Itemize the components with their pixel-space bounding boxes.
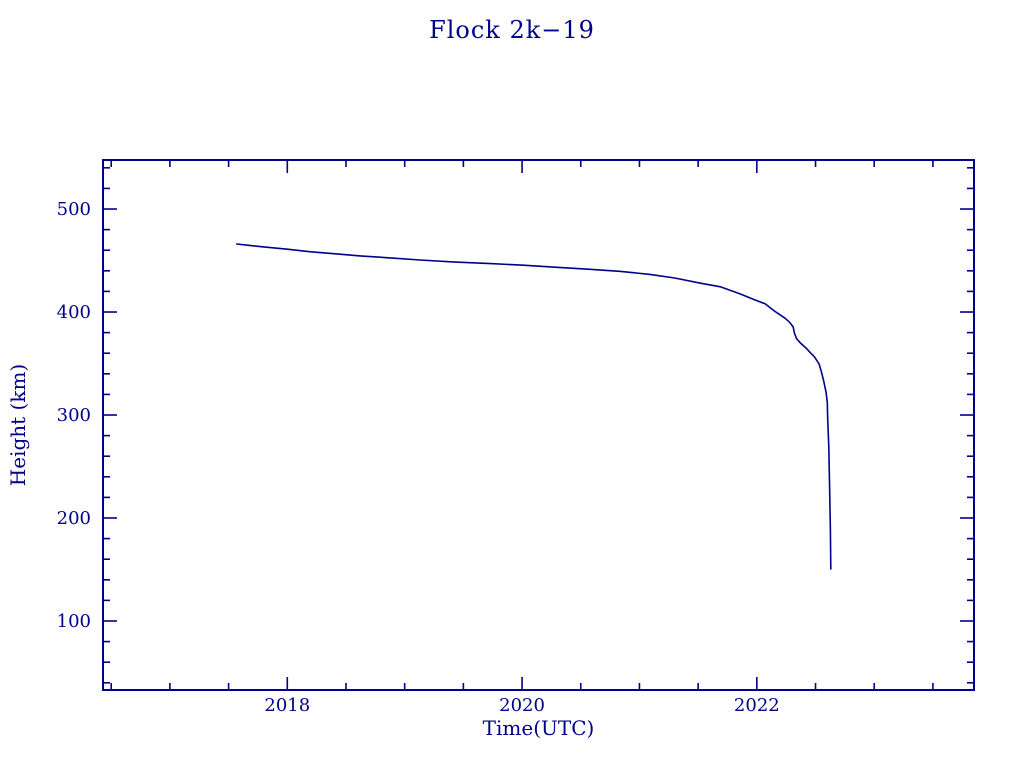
x-axis-title: Time(UTC) [482,716,595,740]
x-tick-label: 2020 [499,695,545,716]
y-tick-label: 200 [57,508,91,529]
y-tick-label: 400 [57,302,91,323]
y-tick-label: 300 [57,405,91,426]
plot-frame [102,159,975,691]
y-tick-label: 100 [57,611,91,632]
chart-title: Flock 2k−19 [429,16,595,44]
x-tick-label: 2022 [734,695,780,716]
y-tick-label: 500 [57,199,91,220]
decay-curve [236,243,832,570]
x-tick-label: 2018 [264,695,310,716]
y-axis-title: Height (km) [6,363,30,487]
